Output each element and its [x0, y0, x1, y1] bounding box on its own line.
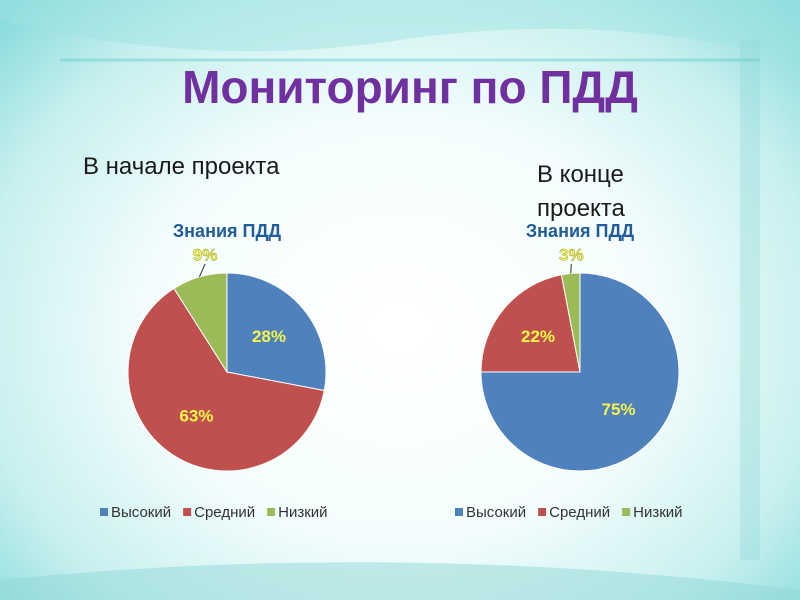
pie-slice — [127, 287, 325, 472]
wave — [0, 0, 800, 60]
slide-title: Мониторинг по ПДД — [182, 61, 638, 113]
legend-label: Средний — [549, 504, 610, 521]
data-label: 22% — [521, 327, 555, 346]
wave — [0, 562, 800, 600]
legend-swatch — [100, 508, 108, 516]
pie-slice — [480, 274, 581, 373]
caption: В начале проекта — [83, 153, 280, 180]
legend-swatch — [267, 508, 276, 516]
legend-swatch — [183, 508, 192, 516]
legend-label: Средний — [194, 504, 255, 521]
chart-title: Знания ПДД — [173, 221, 281, 241]
pie-slice — [226, 272, 327, 392]
legend-swatch — [538, 508, 547, 516]
legend-label: Низкий — [633, 504, 682, 521]
caption: В конце проекта — [537, 161, 625, 222]
leader-line — [198, 263, 206, 278]
leader-line — [570, 263, 572, 274]
legend-label: Высокий — [466, 504, 526, 521]
legend-swatch — [455, 508, 463, 516]
data-label: 75% — [601, 400, 635, 419]
frame-bar — [740, 40, 760, 560]
pie-slice — [560, 272, 581, 373]
legend-label: Низкий — [278, 504, 327, 521]
chart-title: Знания ПДД — [526, 221, 634, 241]
data-label: 9% — [193, 245, 218, 264]
legend-label: Высокий — [111, 504, 171, 521]
legend-swatch — [622, 508, 631, 516]
data-label: 3% — [559, 245, 584, 264]
pie-slice — [173, 272, 228, 374]
data-label: 63% — [179, 407, 213, 426]
data-label: 28% — [252, 327, 286, 346]
